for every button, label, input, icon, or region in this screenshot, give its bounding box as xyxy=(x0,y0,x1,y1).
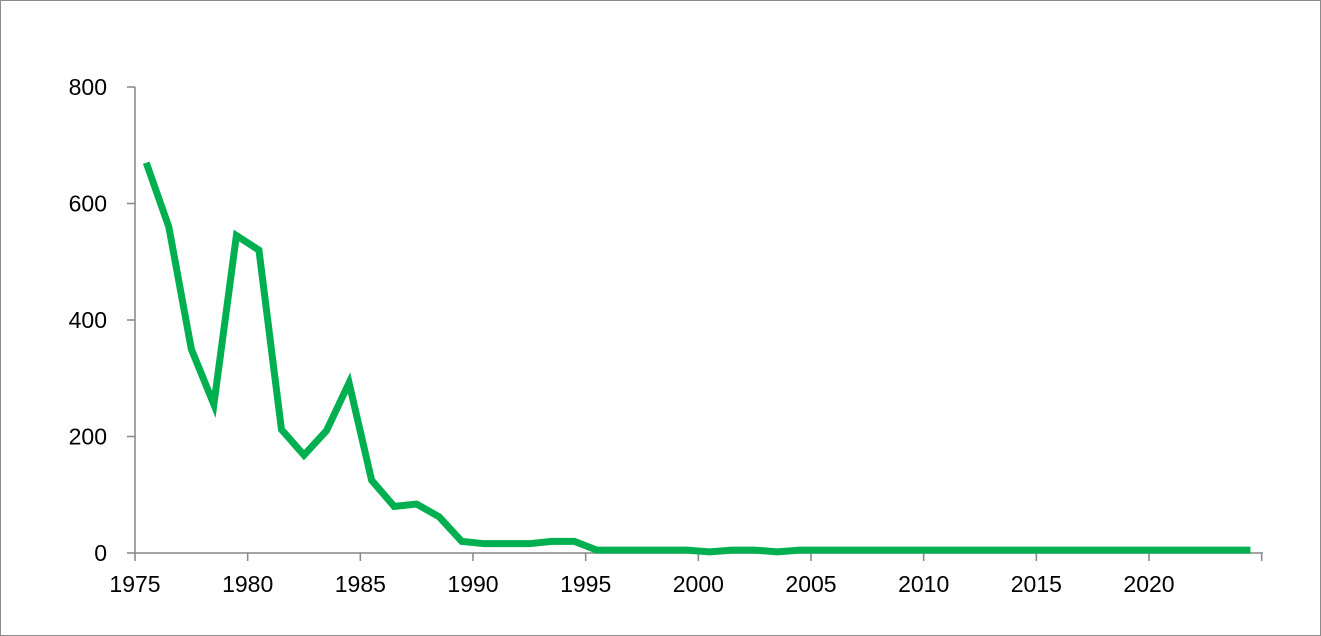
y-tick-label: 800 xyxy=(69,74,107,100)
x-tick-label: 1975 xyxy=(109,571,160,597)
x-tick-label: 2005 xyxy=(785,571,836,597)
y-tick-label: 200 xyxy=(69,424,107,450)
x-tick-label: 2020 xyxy=(1123,571,1174,597)
axes xyxy=(127,86,1263,561)
x-tick-label: 2010 xyxy=(898,571,949,597)
tick-labels: 0 200 400 600 800 1975 1980 1985 1990 1995 2000 200… xyxy=(69,74,1175,597)
x-tick-label: 1980 xyxy=(222,571,273,597)
y-tick-label: 400 xyxy=(69,307,107,333)
x-tick-label: 1990 xyxy=(447,571,498,597)
x-tick-label: 2015 xyxy=(1011,571,1062,597)
x-tick-label: 2000 xyxy=(673,571,724,597)
y-tick-label: 0 xyxy=(94,540,107,566)
x-tick-label: 1995 xyxy=(560,571,611,597)
series-line xyxy=(142,161,1251,556)
y-tick-label: 600 xyxy=(69,191,107,217)
series-layer xyxy=(142,161,1251,556)
x-tick-label: 1985 xyxy=(335,571,386,597)
